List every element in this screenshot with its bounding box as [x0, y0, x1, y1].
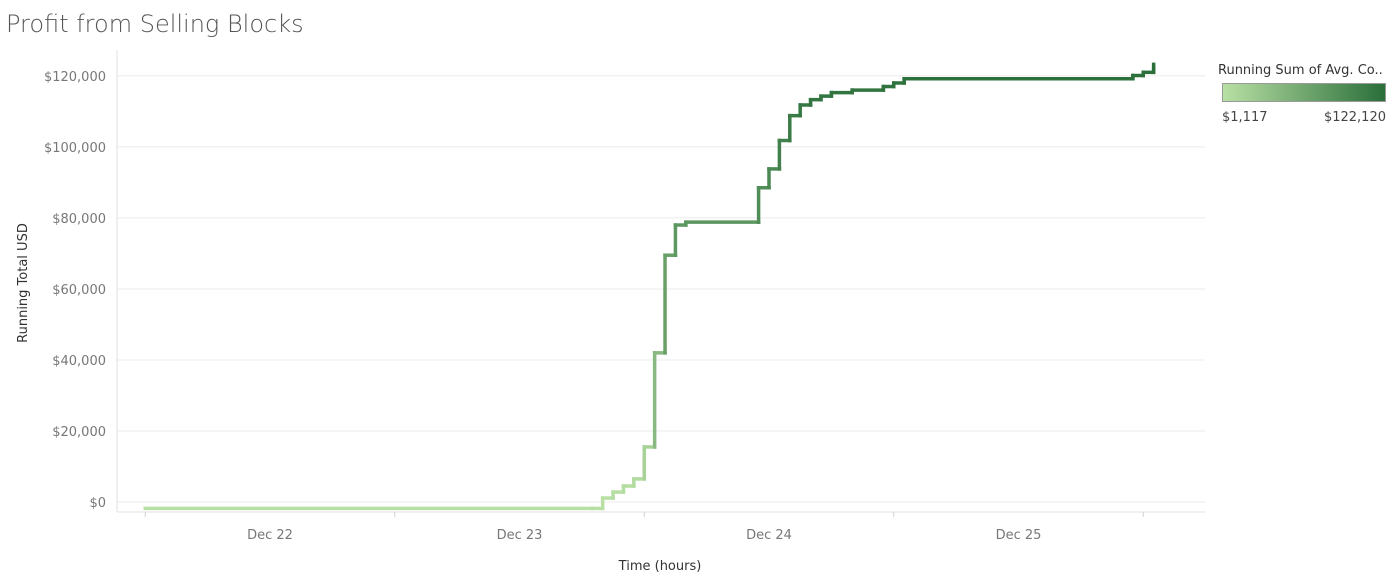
axes: [116, 50, 1205, 517]
legend-max-label: $122,120: [1323, 110, 1386, 125]
y-axis-label: Running Total USD: [16, 223, 31, 343]
y-tick-label: $100,000: [44, 141, 106, 156]
x-tick-label: Dec 22: [247, 528, 293, 543]
y-tick-labels: $0 $20,000 $40,000 $60,000 $80,000 $100,000 $1…: [44, 70, 106, 511]
y-tick-label: $120,000: [44, 70, 106, 85]
y-tick-label: $80,000: [52, 212, 106, 227]
grid-lines: [117, 75, 1205, 503]
x-tick-label: Dec 23: [497, 528, 543, 543]
series-line[interactable]: [143, 62, 1156, 511]
legend-title: Running Sum of Avg. Co..: [1218, 63, 1383, 78]
y-tick-label: $20,000: [52, 425, 106, 440]
x-tick-labels: Dec 22 Dec 23 Dec 24 Dec 25: [247, 528, 1041, 543]
y-tick-label: $0: [89, 496, 106, 511]
legend-gradient-bar: [1222, 83, 1386, 102]
x-tick-label: Dec 24: [746, 528, 792, 543]
chart-title: Profit from Selling Blocks: [6, 10, 304, 38]
y-tick-label: $40,000: [52, 354, 106, 369]
x-axis-label: Time (hours): [618, 559, 702, 574]
y-tick-label: $60,000: [52, 283, 106, 298]
x-tick-label: Dec 25: [996, 528, 1042, 543]
legend-min-label: $1,117: [1222, 110, 1268, 125]
